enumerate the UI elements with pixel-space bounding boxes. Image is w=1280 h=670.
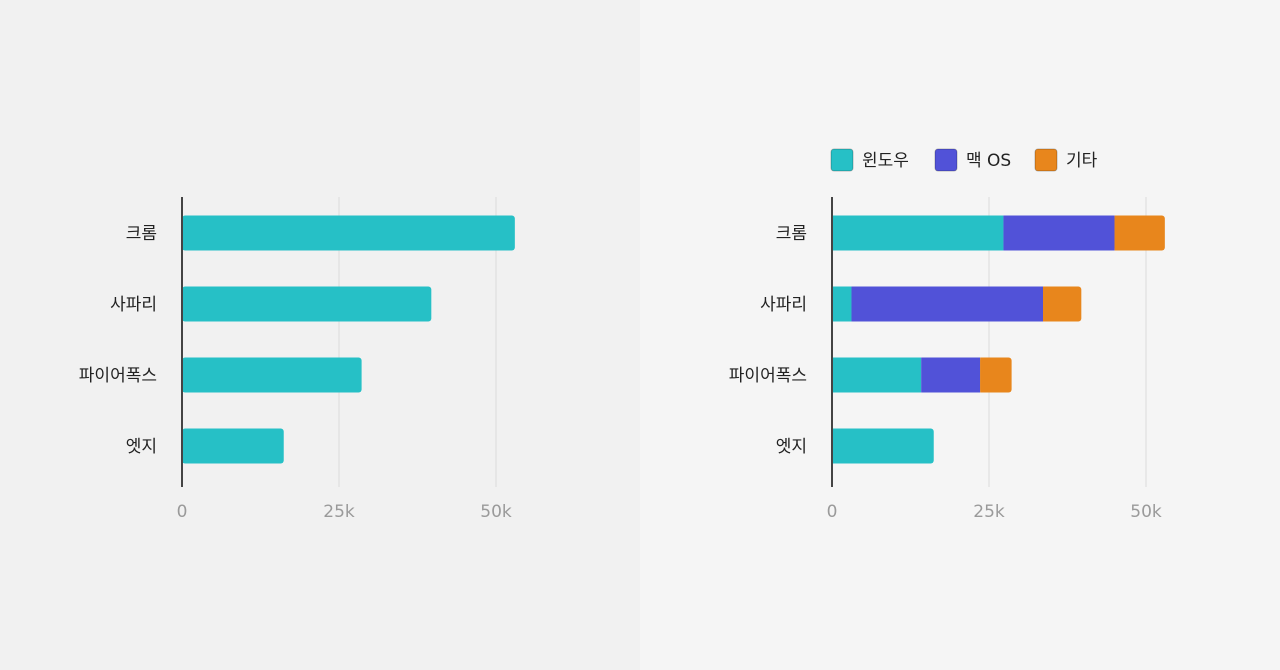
bar-segment-edge xyxy=(1114,215,1119,251)
bar-segment-macos xyxy=(851,286,1044,322)
bar-segment-other xyxy=(980,357,1012,393)
legend-label: 맥 OS xyxy=(966,151,1011,171)
bar-segment-edge xyxy=(832,428,836,464)
bar-segment-windows xyxy=(832,286,852,322)
category-label: 사파리 xyxy=(760,295,807,315)
bar-segment-windows xyxy=(832,215,1004,251)
bar xyxy=(182,215,515,251)
category-label: 크롬 xyxy=(126,224,157,244)
category-label: 파이어폭스 xyxy=(79,366,157,386)
bar-segment-windows xyxy=(832,357,922,393)
bar-segment-edge xyxy=(1043,286,1048,322)
bar-segment-windows xyxy=(832,428,934,464)
bar xyxy=(182,357,362,393)
bar-segment-edge xyxy=(980,357,985,393)
bar xyxy=(182,428,284,464)
x-tick-label: 25k xyxy=(973,502,1005,522)
x-tick-label: 0 xyxy=(827,502,838,522)
x-tick-label: 50k xyxy=(480,502,512,522)
bar-segment-macos xyxy=(1003,215,1115,251)
category-label: 사파리 xyxy=(110,295,157,315)
bar-segment-other xyxy=(1114,215,1165,251)
x-tick-label: 50k xyxy=(1130,502,1162,522)
category-label: 엣지 xyxy=(776,437,807,457)
bar xyxy=(182,286,432,322)
legend-swatch-other xyxy=(1034,148,1058,172)
legend-label: 윈도우 xyxy=(862,151,909,171)
legend-swatch-macos xyxy=(934,148,958,172)
bar-segment-other xyxy=(1043,286,1082,322)
bar-segment-macos xyxy=(921,357,981,393)
legend: 윈도우 맥 OS 기타 xyxy=(830,148,1098,172)
x-tick-label: 25k xyxy=(323,502,355,522)
category-label: 파이어폭스 xyxy=(729,366,807,386)
category-label: 엣지 xyxy=(126,437,157,457)
category-label: 크롬 xyxy=(776,224,807,244)
x-tick-label: 0 xyxy=(177,502,188,522)
legend-swatch-windows xyxy=(830,148,854,172)
legend-label: 기타 xyxy=(1066,151,1098,171)
